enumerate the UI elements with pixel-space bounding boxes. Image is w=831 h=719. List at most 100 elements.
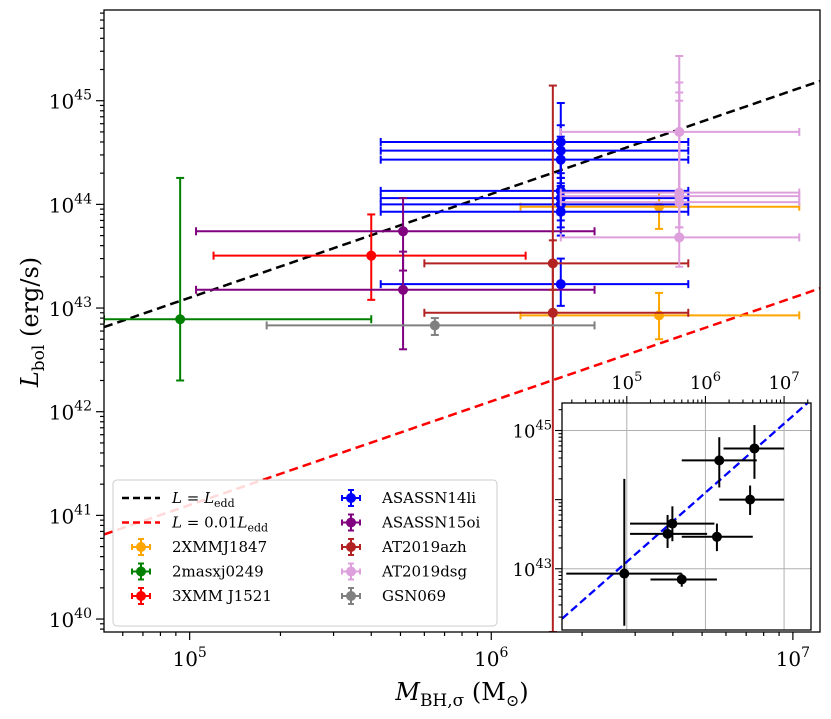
- series-3xmm-j1521: [212, 213, 527, 301]
- inset-marker: [745, 494, 756, 505]
- marker: [398, 226, 409, 237]
- inset-x-tick-label: 106: [690, 370, 721, 394]
- legend-label: AT2019dsg: [381, 563, 467, 581]
- legend-box: [112, 479, 498, 627]
- legend-entry: AT2019dsg: [341, 562, 467, 581]
- legend-label: 3XMM J1521: [172, 587, 272, 605]
- y-tick-base: 10: [49, 608, 74, 632]
- legend-entry: GSN069: [341, 587, 446, 605]
- y-tick-exponent: 44: [74, 191, 92, 207]
- series-at2019azh: [423, 84, 690, 632]
- legend-entry: L = 0.01Ledd: [122, 514, 268, 535]
- legend-label: AT2019azh: [381, 538, 467, 556]
- marker: [674, 232, 685, 243]
- marker: [398, 284, 409, 295]
- legend-marker: [346, 493, 356, 503]
- inset-x-tick-label: 107: [768, 370, 799, 394]
- series-at2019dsg: [559, 54, 801, 268]
- inset-area: [562, 403, 811, 630]
- data-point: [104, 176, 373, 382]
- y-tick-label: 1041: [49, 502, 92, 528]
- inset-data-point: [723, 425, 785, 479]
- marker: [555, 206, 566, 217]
- legend-marker: [136, 566, 146, 577]
- x-axis-label: MBH,σ (M⊙): [394, 678, 528, 711]
- marker: [555, 154, 566, 165]
- marker: [654, 201, 665, 212]
- legend-marker: [346, 542, 356, 552]
- legend-marker: [136, 591, 146, 601]
- legend-entry: L = Ledd: [122, 489, 235, 510]
- legend-label: L = Ledd: [171, 489, 235, 510]
- inset-y-tick-label: 1045: [513, 419, 552, 443]
- marker: [429, 320, 440, 331]
- y-tick-base: 10: [49, 297, 74, 321]
- y-tick-exponent: 43: [74, 295, 92, 311]
- inset-y-tick-label: 1043: [513, 557, 552, 581]
- legend-label: 2XMMJ1847: [172, 538, 267, 556]
- legend-marker: [346, 591, 356, 601]
- inset-data-point: [630, 506, 715, 542]
- inset-marker: [676, 574, 687, 585]
- data-point: [423, 84, 690, 632]
- series-asassn14li: [379, 102, 690, 307]
- legend-marker: [346, 566, 356, 577]
- inset-marker: [619, 568, 630, 579]
- inset-eddington-line: [562, 403, 810, 620]
- legend-label: ASASSN15oi: [381, 514, 480, 532]
- inset-data-point: [566, 478, 682, 626]
- inset-marker: [662, 528, 673, 539]
- y-tick-exponent: 40: [74, 606, 92, 622]
- y-tick-exponent: 42: [74, 399, 92, 415]
- y-tick-label: 1044: [49, 191, 92, 217]
- inset-data-point: [681, 437, 757, 488]
- series-2xmmj1847: [519, 191, 801, 341]
- series-gsn069: [265, 317, 596, 336]
- data-point: [379, 182, 690, 229]
- legend-entry: ASASSN14li: [341, 489, 476, 507]
- legend-label: GSN069: [382, 587, 446, 605]
- inset-plot: 105 106 107 1043 1045: [513, 370, 812, 631]
- legend-entry: AT2019azh: [341, 538, 467, 556]
- inset-data-point: [681, 523, 753, 552]
- series-2masxj0249: [104, 176, 373, 382]
- data-point: [559, 203, 801, 268]
- data-point: [195, 197, 596, 272]
- data-point: [379, 135, 690, 188]
- inset-background: [562, 403, 811, 630]
- x-tick-exponent: 7: [801, 645, 810, 661]
- y-tick-exponent: 41: [74, 502, 92, 518]
- y-tick-base: 10: [49, 90, 74, 114]
- x-tick-base: 10: [172, 647, 197, 671]
- legend-entry: 2masxj0249: [131, 562, 264, 581]
- legend-label: L = 0.01Ledd: [171, 514, 268, 535]
- data-point: [195, 250, 596, 351]
- x-tick-label: 107: [776, 645, 810, 671]
- inset-marker: [714, 455, 725, 466]
- y-tick-label: 1043: [49, 295, 92, 321]
- inset-frame: [561, 402, 812, 631]
- plot-area: [104, 54, 820, 632]
- legend-marker: [346, 517, 356, 528]
- y-tick-base: 10: [49, 504, 74, 528]
- legend-label: ASASSN14li: [381, 489, 476, 507]
- legend-entry: 2XMMJ1847: [131, 538, 267, 556]
- y-tick-label: 1045: [49, 88, 92, 114]
- inset-data-point: [650, 573, 717, 587]
- inset-marker: [749, 443, 760, 454]
- marker: [547, 307, 558, 318]
- y-tick-label: 1042: [49, 399, 92, 425]
- inset-data-point: [719, 485, 785, 515]
- legend-entry: 3XMM J1521: [131, 587, 272, 605]
- data-point: [212, 213, 527, 301]
- data-point: [379, 257, 690, 307]
- legend-entry: ASASSN15oi: [341, 513, 480, 532]
- x-tick-label: 105: [172, 645, 206, 671]
- data-point: [379, 176, 690, 222]
- marker: [555, 279, 566, 290]
- legend-marker: [136, 542, 146, 552]
- x-tick-exponent: 5: [198, 645, 207, 661]
